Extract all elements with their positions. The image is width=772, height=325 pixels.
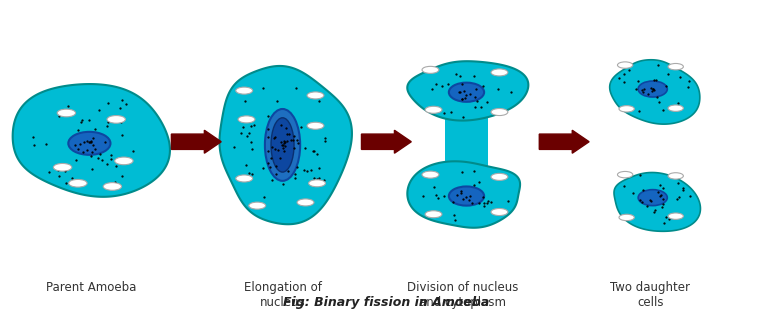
Circle shape xyxy=(57,109,76,117)
Text: Elongation of
nucleus: Elongation of nucleus xyxy=(244,281,321,309)
Circle shape xyxy=(668,173,683,179)
Circle shape xyxy=(422,66,439,73)
Circle shape xyxy=(297,199,314,206)
Circle shape xyxy=(425,106,442,113)
Ellipse shape xyxy=(265,109,300,181)
Circle shape xyxy=(69,179,87,187)
Text: Division of nucleus
and cytoplasm: Division of nucleus and cytoplasm xyxy=(407,281,518,309)
Polygon shape xyxy=(408,61,528,121)
Circle shape xyxy=(618,62,633,68)
Ellipse shape xyxy=(638,81,667,97)
Circle shape xyxy=(235,175,252,182)
Circle shape xyxy=(309,180,326,187)
Circle shape xyxy=(491,209,508,215)
Circle shape xyxy=(619,214,635,221)
Text: Two daughter
cells: Two daughter cells xyxy=(611,281,690,309)
Polygon shape xyxy=(12,84,170,197)
Circle shape xyxy=(668,105,683,111)
Circle shape xyxy=(235,87,252,94)
Polygon shape xyxy=(610,60,699,124)
Circle shape xyxy=(238,116,255,123)
Circle shape xyxy=(107,116,125,123)
Circle shape xyxy=(618,172,633,178)
Circle shape xyxy=(425,211,442,218)
Ellipse shape xyxy=(449,83,484,102)
Circle shape xyxy=(249,202,266,209)
Text: Parent Amoeba: Parent Amoeba xyxy=(46,281,136,294)
Ellipse shape xyxy=(449,187,484,206)
Circle shape xyxy=(668,63,683,70)
Circle shape xyxy=(619,106,635,112)
FancyArrow shape xyxy=(361,130,411,153)
Circle shape xyxy=(115,157,133,165)
Circle shape xyxy=(307,122,324,129)
Circle shape xyxy=(491,69,508,76)
Circle shape xyxy=(53,163,72,171)
Circle shape xyxy=(422,171,439,178)
Polygon shape xyxy=(614,173,700,231)
Ellipse shape xyxy=(638,190,667,206)
Text: Fig: Binary fission in Amoeba: Fig: Binary fission in Amoeba xyxy=(283,296,489,309)
FancyArrow shape xyxy=(171,130,222,153)
FancyArrow shape xyxy=(540,130,589,153)
Circle shape xyxy=(103,183,121,190)
Circle shape xyxy=(668,213,683,219)
Polygon shape xyxy=(445,109,488,179)
Polygon shape xyxy=(408,161,520,228)
Circle shape xyxy=(491,173,508,180)
Circle shape xyxy=(307,92,324,99)
Ellipse shape xyxy=(271,118,294,172)
Circle shape xyxy=(491,109,508,116)
Polygon shape xyxy=(219,66,352,224)
Ellipse shape xyxy=(68,132,110,155)
